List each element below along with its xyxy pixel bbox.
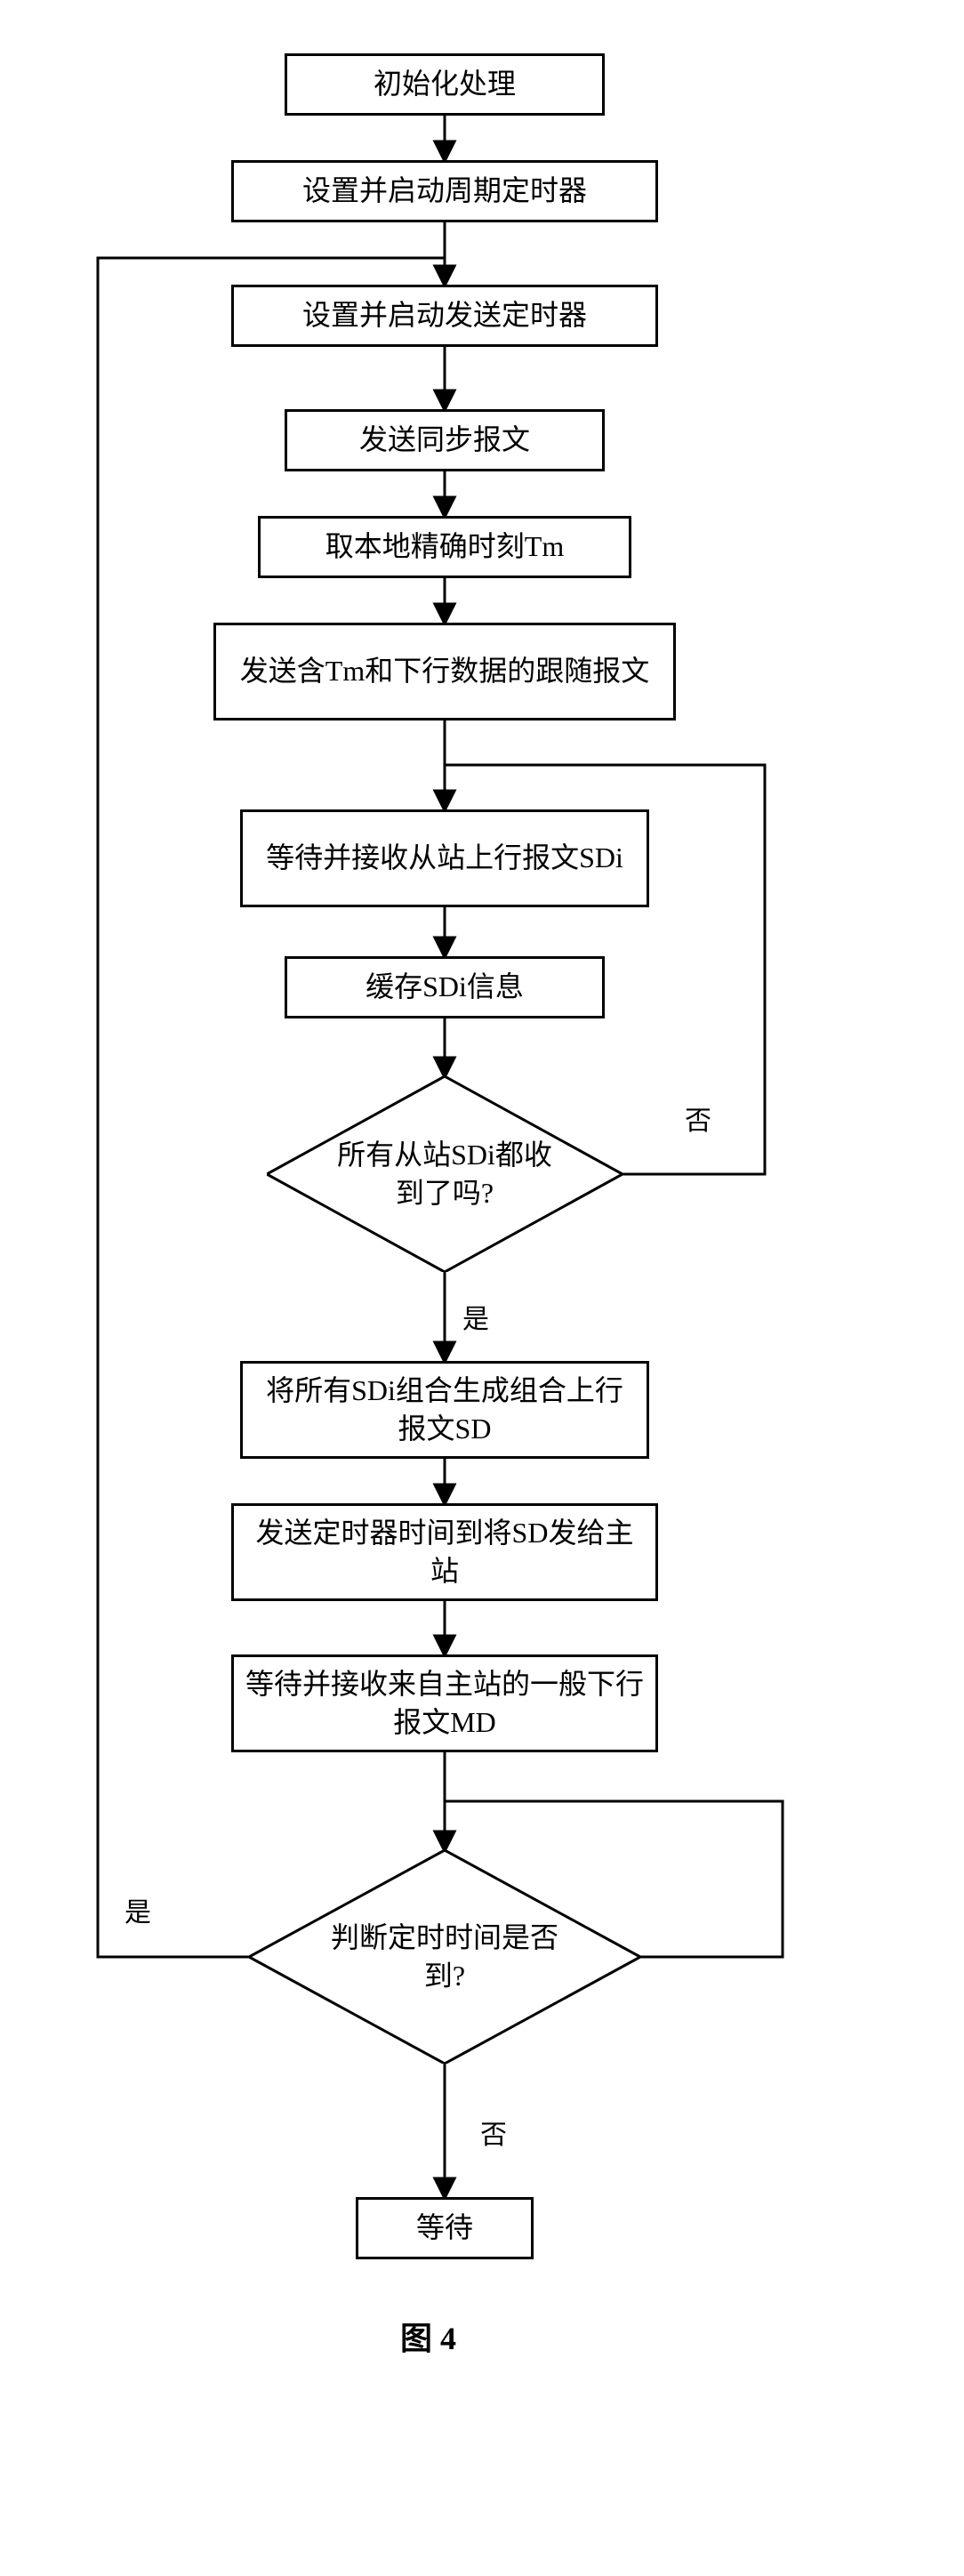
node-combine-sd: 将所有SDi组合生成组合上行报文SD	[240, 1361, 649, 1459]
node-label: 设置并启动发送定时器	[302, 296, 587, 334]
edge-label-text: 否	[480, 2121, 507, 2150]
edge-label-text: 是	[125, 1898, 151, 1928]
edge-label-no-2: 否	[480, 2113, 507, 2152]
edge-label-text: 否	[685, 1107, 711, 1136]
node-wait-md: 等待并接收来自主站的一般下行报文MD	[231, 1654, 658, 1752]
edge-label-yes-2: 是	[125, 1890, 151, 1929]
node-init: 初始化处理	[285, 53, 605, 116]
edge-label-text: 是	[462, 1305, 489, 1334]
node-label: 初始化处理	[374, 65, 516, 103]
node-label: 发送含Tm和下行数据的跟随报文	[240, 652, 649, 690]
node-label: 等待并接收从站上行报文SDi	[266, 839, 623, 877]
node-label: 判断定时时间是否到?	[329, 1919, 560, 1995]
node-label: 等待	[416, 2209, 473, 2247]
node-send-sd: 发送定时器时间到将SD发给主站	[231, 1503, 658, 1601]
node-send-follow: 发送含Tm和下行数据的跟随报文	[213, 623, 676, 720]
node-wait: 等待	[356, 2197, 534, 2259]
node-label: 所有从站SDi都收到了吗?	[329, 1136, 560, 1212]
node-label: 取本地精确时刻Tm	[325, 527, 564, 566]
figure-caption: 图 4	[400, 2313, 456, 2359]
node-send-sync: 发送同步报文	[285, 409, 605, 471]
node-get-tm: 取本地精确时刻Tm	[258, 516, 631, 578]
node-label: 缓存SDi信息	[366, 968, 524, 1006]
node-label: 发送同步报文	[359, 421, 530, 459]
node-label: 发送定时器时间到将SD发给主站	[245, 1514, 645, 1590]
node-cache-sdi: 缓存SDi信息	[285, 956, 605, 1018]
edge-label-no-1: 否	[685, 1099, 711, 1138]
node-set-cycle-timer: 设置并启动周期定时器	[231, 160, 658, 222]
node-label: 将所有SDi组合生成组合上行报文SD	[253, 1372, 636, 1448]
node-wait-sdi: 等待并接收从站上行报文SDi	[240, 809, 649, 907]
edge-label-yes-1: 是	[462, 1297, 489, 1336]
decision-timer-expired: 判断定时时间是否到?	[249, 1850, 640, 2064]
decision-all-sdi-received: 所有从站SDi都收到了吗?	[267, 1076, 623, 1272]
node-set-send-timer: 设置并启动发送定时器	[231, 285, 658, 347]
caption-text: 图 4	[400, 2321, 456, 2356]
node-label: 设置并启动周期定时器	[302, 172, 587, 210]
flowchart-container: 初始化处理 设置并启动周期定时器 设置并启动发送定时器 发送同步报文 取本地精确…	[0, 36, 964, 2526]
node-label: 等待并接收来自主站的一般下行报文MD	[245, 1665, 645, 1742]
